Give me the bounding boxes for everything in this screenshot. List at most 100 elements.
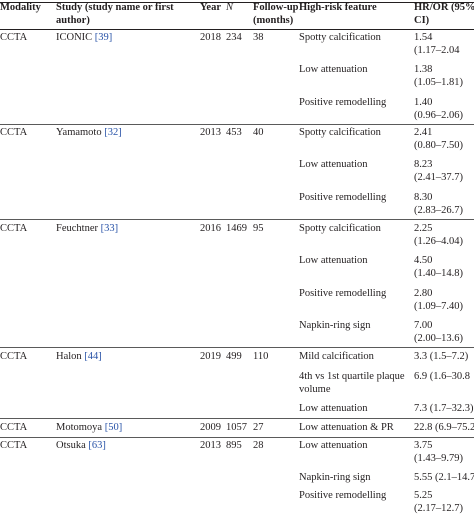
reference-link[interactable]: [44]: [84, 351, 102, 362]
header-year: Year: [200, 2, 221, 13]
hr-value: 1.38: [414, 64, 433, 75]
header-study-cont: author): [56, 15, 90, 26]
row-divider: [0, 437, 474, 438]
header-followup-cont: (months): [253, 15, 294, 26]
hr-value: 22.8 (6.9–75.2: [414, 422, 474, 433]
header-study: Study (study name or first: [56, 2, 174, 13]
feature: Spotty calcification: [299, 223, 381, 234]
study-followup: 95: [253, 223, 264, 234]
hr-ci: (1.05–1.81): [414, 77, 463, 88]
study-modality: CCTA: [0, 223, 28, 234]
hr-ci: (2.83–26.7): [414, 205, 463, 216]
study-year: 2013: [200, 127, 221, 138]
header-hr: HR/OR (95%: [414, 2, 474, 13]
study-year: 2016: [200, 223, 221, 234]
hr-value: 1.40: [414, 97, 433, 108]
header-n: N: [226, 2, 234, 13]
hr-ci: (2.17–12.7): [414, 503, 463, 514]
header-modality: Modality: [0, 2, 41, 13]
hr-ci: (1.26–4.04): [414, 236, 463, 247]
study-n: 234: [226, 32, 242, 43]
reference-link[interactable]: [50]: [104, 422, 123, 433]
study-modality: CCTA: [0, 32, 28, 43]
feature: Low attenuation: [299, 64, 368, 75]
feature: Positive remodelling: [299, 97, 387, 108]
hr-value: 2.80: [414, 288, 433, 299]
study-name: ICONIC [39]: [56, 32, 113, 43]
feature: Positive remodelling: [299, 490, 387, 501]
reference-link[interactable]: [39]: [94, 32, 113, 43]
study-followup: 40: [253, 127, 264, 138]
row-divider: [0, 124, 474, 125]
hr-ci: (0.96–2.06): [414, 110, 463, 121]
hr-value: 7.00: [414, 320, 433, 331]
study-n: 453: [226, 127, 242, 138]
feature: Low attenuation: [299, 440, 368, 451]
study-year: 2019: [200, 351, 221, 362]
hr-ci: (2.00–13.6): [414, 333, 463, 344]
reference-link[interactable]: [33]: [100, 223, 119, 234]
hr-ci: (1.40–14.8): [414, 268, 463, 279]
study-name: Motomoya [50]: [56, 422, 123, 433]
hr-value: 6.9 (1.6–30.8: [414, 371, 470, 382]
feature: Low attenuation: [299, 403, 368, 414]
header-followup: Follow-up: [253, 2, 299, 13]
study-year: 2013: [200, 440, 221, 451]
feature: Napkin-ring sign: [299, 472, 371, 483]
study-year: 2018: [200, 32, 221, 43]
study-modality: CCTA: [0, 422, 28, 433]
feature-cont: volume: [299, 384, 331, 395]
row-divider: [0, 219, 474, 220]
study-n: 1057: [226, 422, 247, 433]
table-top-rule: [0, 2, 474, 3]
feature: Positive remodelling: [299, 192, 387, 203]
hr-value: 3.75: [414, 440, 433, 451]
hr-value: 3.3 (1.5–7.2): [414, 351, 469, 362]
study-followup: 38: [253, 32, 264, 43]
feature: Low attenuation & PR: [299, 422, 394, 433]
feature: Spotty calcification: [299, 127, 381, 138]
hr-ci: (0.80–7.50): [414, 140, 463, 151]
study-name: Otsuka [63]: [56, 440, 106, 451]
hr-value: 1.54: [414, 32, 433, 43]
study-followup: 28: [253, 440, 264, 451]
feature: Spotty calcification: [299, 32, 381, 43]
feature: 4th vs 1st quartile plaque: [299, 371, 405, 382]
study-followup: 110: [253, 351, 269, 362]
study-n: 895: [226, 440, 242, 451]
hr-value: 7.3 (1.7–32.3): [414, 403, 474, 414]
hr-ci: (1.43–9.79): [414, 453, 463, 464]
study-n: 499: [226, 351, 242, 362]
feature: Low attenuation: [299, 255, 368, 266]
reference-link[interactable]: [63]: [88, 440, 106, 451]
feature: Napkin-ring sign: [299, 320, 371, 331]
study-modality: CCTA: [0, 127, 28, 138]
hr-value: 4.50: [414, 255, 433, 266]
study-name: Yamamoto [32]: [56, 127, 122, 138]
reference-link[interactable]: [32]: [104, 127, 122, 138]
hr-ci: (2.41–37.7): [414, 172, 463, 183]
row-divider: [0, 347, 474, 348]
study-modality: CCTA: [0, 440, 28, 451]
study-year: 2009: [200, 422, 221, 433]
study-name: Halon [44]: [56, 351, 102, 362]
hr-value: 8.23: [414, 159, 433, 170]
hr-ci: (1.09–7.40): [414, 301, 463, 312]
feature: Low attenuation: [299, 159, 368, 170]
feature: Mild calcification: [299, 351, 374, 362]
feature: Positive remodelling: [299, 288, 387, 299]
header-bottom-rule: [0, 29, 474, 30]
row-divider: [0, 418, 474, 419]
hr-value: 2.25: [414, 223, 433, 234]
hr-value: 5.25: [414, 490, 433, 501]
study-n: 1469: [226, 223, 247, 234]
study-modality: CCTA: [0, 351, 28, 362]
study-name: Feuchtner [33]: [56, 223, 119, 234]
hr-ci: (1.17–2.04: [414, 45, 460, 56]
hr-value: 2.41: [414, 127, 433, 138]
study-followup: 27: [253, 422, 264, 433]
hr-value: 5.55 (2.1–14.7): [414, 472, 474, 483]
hr-value: 8.30: [414, 192, 433, 203]
header-hr-cont: CI): [414, 15, 430, 26]
header-feature: High-risk feature: [299, 2, 377, 13]
